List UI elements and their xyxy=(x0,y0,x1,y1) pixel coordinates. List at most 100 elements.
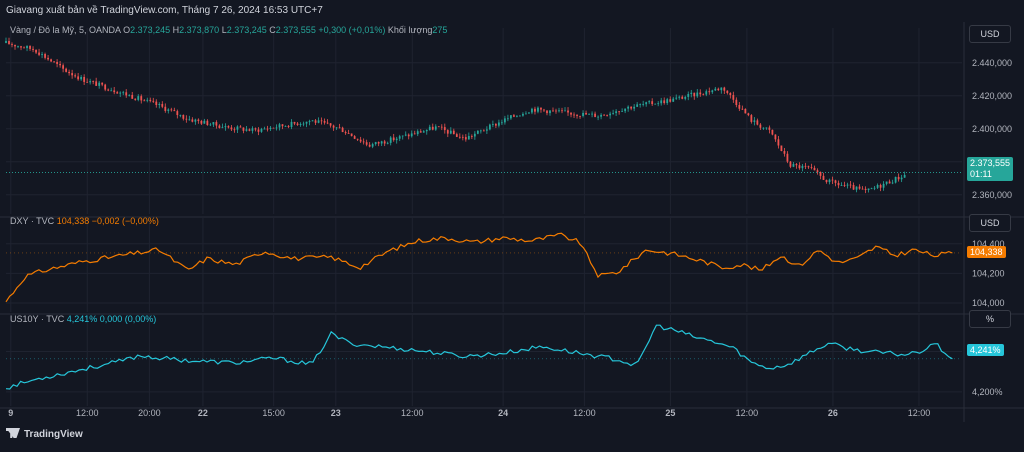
tradingview-logo: TradingView xyxy=(6,428,83,440)
gold-candle-body xyxy=(534,108,536,112)
gold-candle-body xyxy=(8,41,10,45)
gold-candle-body xyxy=(585,112,587,115)
gold-candle-body xyxy=(699,92,702,95)
gold-candle-body xyxy=(425,129,428,132)
gold-candle-body xyxy=(347,133,350,134)
gold-candle-body xyxy=(197,119,200,121)
gold-candle-body xyxy=(59,63,61,66)
gold-candle-body xyxy=(29,45,31,49)
gold-candle-body xyxy=(377,142,380,144)
gold-candle-body xyxy=(191,119,194,122)
gold-candle-body xyxy=(618,111,621,113)
gold-candle-body xyxy=(606,115,608,116)
gold-candle-body xyxy=(576,114,578,116)
gold-candle-body xyxy=(819,171,822,176)
gold-candle-body xyxy=(594,113,596,117)
gold-candle-body xyxy=(597,116,599,118)
header-bar: Giavang xuất bản về TradingView.com, Thá… xyxy=(0,0,1024,22)
gold-candle-body xyxy=(738,105,741,109)
gold-candle-body xyxy=(170,109,173,111)
gold-candle-body xyxy=(326,122,329,124)
gold-candle-body xyxy=(494,124,497,126)
gold-candle-body xyxy=(891,182,894,184)
us10y-legend-symbol: US10Y · TVC xyxy=(10,314,65,324)
gold-candle-body xyxy=(903,174,906,178)
gold-candle-body xyxy=(672,98,675,102)
dxy-currency-button[interactable]: USD xyxy=(969,214,1011,232)
gold-candle-body xyxy=(615,111,618,114)
chart-stage[interactable]: 2.440,0002.420,0002.400,0002.380,0002.36… xyxy=(0,22,1024,447)
chart-svg[interactable]: 2.440,0002.420,0002.400,0002.380,0002.36… xyxy=(0,22,1024,447)
us10y-unit-button[interactable]: % xyxy=(969,310,1011,328)
gold-candle-body xyxy=(642,104,645,105)
gold-candle-body xyxy=(645,102,648,105)
gold-candle-body xyxy=(570,112,572,115)
us10y-legend: US10Y · TVC 4,241% 0,000 (0,00%) xyxy=(10,314,156,324)
gold-candle-body xyxy=(774,134,777,140)
gold-candle-body xyxy=(284,126,287,127)
gold-candle-body xyxy=(419,131,422,133)
gold-candle-body xyxy=(636,104,639,107)
gold-candle-body xyxy=(71,73,74,76)
gold-candle-body xyxy=(140,96,143,101)
gold-candle-body xyxy=(843,185,846,186)
gold-candle-body xyxy=(741,108,744,110)
gold-candle-body xyxy=(449,130,452,134)
gold-candle-body xyxy=(744,108,747,114)
gold-candle-body xyxy=(708,91,711,93)
gold-candle-body xyxy=(128,94,131,96)
gold-candle-body xyxy=(431,126,434,130)
gold-candle-body xyxy=(488,124,491,130)
gold-candle-body xyxy=(209,124,212,126)
gold-candle-body xyxy=(110,90,113,92)
gold-candle-body xyxy=(666,99,669,104)
gold-candle-body xyxy=(176,111,179,116)
gold-candle-body xyxy=(302,123,305,125)
gold-candle-body xyxy=(660,100,663,104)
gold-candle-body xyxy=(416,131,419,135)
gold-candle-body xyxy=(497,122,500,126)
gold-candle-body xyxy=(825,179,828,183)
gold-candle-body xyxy=(675,97,678,99)
gold-candle-body xyxy=(897,176,900,180)
gold-candle-body xyxy=(612,113,615,114)
gold-candle-body xyxy=(44,54,46,58)
gold-candle-body xyxy=(798,165,801,169)
gold-candle-body xyxy=(272,127,275,129)
gold-candle-body xyxy=(513,115,515,117)
gold-candle-body xyxy=(41,54,43,55)
gold-candle-body xyxy=(540,107,542,110)
gold-candle-body xyxy=(828,179,831,183)
gold-candle-body xyxy=(158,104,161,106)
gold-candle-body xyxy=(822,175,825,180)
gold-candle-body xyxy=(404,134,407,136)
gold-candle-body xyxy=(383,141,386,144)
gold-candle-body xyxy=(900,177,903,180)
us10y-legend-change: 0,000 (0,00%) xyxy=(99,314,157,324)
gold-candle-body xyxy=(876,184,879,188)
gold-candle-body xyxy=(894,176,897,183)
gold-candle-body xyxy=(182,114,185,119)
gold-candle-body xyxy=(131,94,134,99)
gold-candle-body xyxy=(753,120,756,122)
gold-candle-body xyxy=(816,170,819,172)
gold-candle-body xyxy=(296,123,299,125)
gold-candle-body xyxy=(320,120,323,122)
gold-candle-body xyxy=(849,184,852,186)
gold-candle-body xyxy=(359,139,362,142)
gold-candle-body xyxy=(428,126,431,130)
gold-candle-body xyxy=(789,161,792,167)
gold-candle-body xyxy=(269,127,272,129)
dxy-series-line xyxy=(5,232,953,303)
gold-candle-body xyxy=(257,129,260,132)
gold-currency-button[interactable]: USD xyxy=(969,25,1011,43)
gold-candle-body xyxy=(155,101,158,106)
gold-candle-body xyxy=(413,133,416,135)
gold-candle-body xyxy=(837,182,840,186)
gold-candle-body xyxy=(768,127,771,130)
gold-candle-body xyxy=(516,115,518,117)
gold-candle-body xyxy=(56,62,58,64)
time-axis-label: 12:00 xyxy=(573,408,596,418)
gold-candle-body xyxy=(380,141,383,144)
gold-candle-body xyxy=(461,136,464,138)
